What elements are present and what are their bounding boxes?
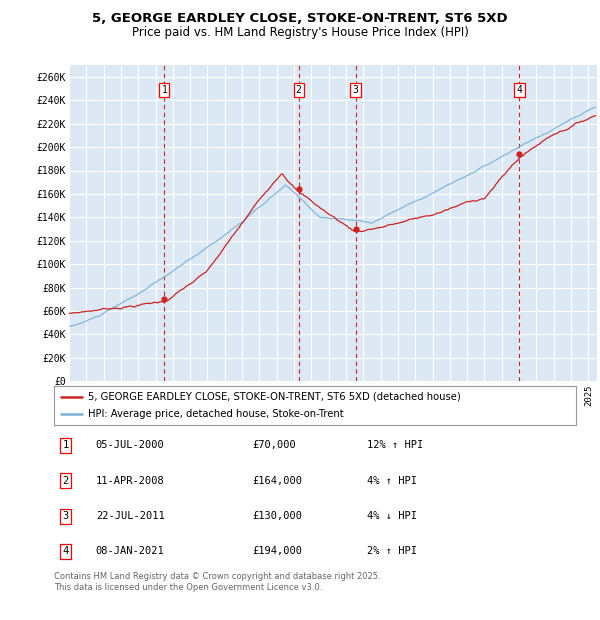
Text: 5, GEORGE EARDLEY CLOSE, STOKE-ON-TRENT, ST6 5XD (detached house): 5, GEORGE EARDLEY CLOSE, STOKE-ON-TRENT,… — [88, 392, 461, 402]
Text: 2: 2 — [62, 476, 68, 486]
Text: 5, GEORGE EARDLEY CLOSE, STOKE-ON-TRENT, ST6 5XD: 5, GEORGE EARDLEY CLOSE, STOKE-ON-TRENT,… — [92, 12, 508, 25]
Text: 1: 1 — [62, 440, 68, 451]
Text: HPI: Average price, detached house, Stoke-on-Trent: HPI: Average price, detached house, Stok… — [88, 409, 344, 419]
Text: 3: 3 — [62, 511, 68, 521]
Text: 2: 2 — [296, 85, 302, 95]
Text: Price paid vs. HM Land Registry's House Price Index (HPI): Price paid vs. HM Land Registry's House … — [131, 26, 469, 38]
Text: 11-APR-2008: 11-APR-2008 — [96, 476, 164, 486]
Text: 12% ↑ HPI: 12% ↑ HPI — [367, 440, 424, 451]
Text: £70,000: £70,000 — [253, 440, 296, 451]
Text: 2% ↑ HPI: 2% ↑ HPI — [367, 546, 417, 557]
Text: 4% ↓ HPI: 4% ↓ HPI — [367, 511, 417, 521]
Text: 08-JAN-2021: 08-JAN-2021 — [96, 546, 164, 557]
Text: 3: 3 — [353, 85, 358, 95]
Text: 4: 4 — [62, 546, 68, 557]
Text: 22-JUL-2011: 22-JUL-2011 — [96, 511, 164, 521]
Text: 4% ↑ HPI: 4% ↑ HPI — [367, 476, 417, 486]
Text: £164,000: £164,000 — [253, 476, 302, 486]
Text: 05-JUL-2000: 05-JUL-2000 — [96, 440, 164, 451]
Text: 4: 4 — [517, 85, 523, 95]
Text: £130,000: £130,000 — [253, 511, 302, 521]
Text: 1: 1 — [161, 85, 167, 95]
Text: £194,000: £194,000 — [253, 546, 302, 557]
Text: Contains HM Land Registry data © Crown copyright and database right 2025.
This d: Contains HM Land Registry data © Crown c… — [54, 572, 380, 591]
